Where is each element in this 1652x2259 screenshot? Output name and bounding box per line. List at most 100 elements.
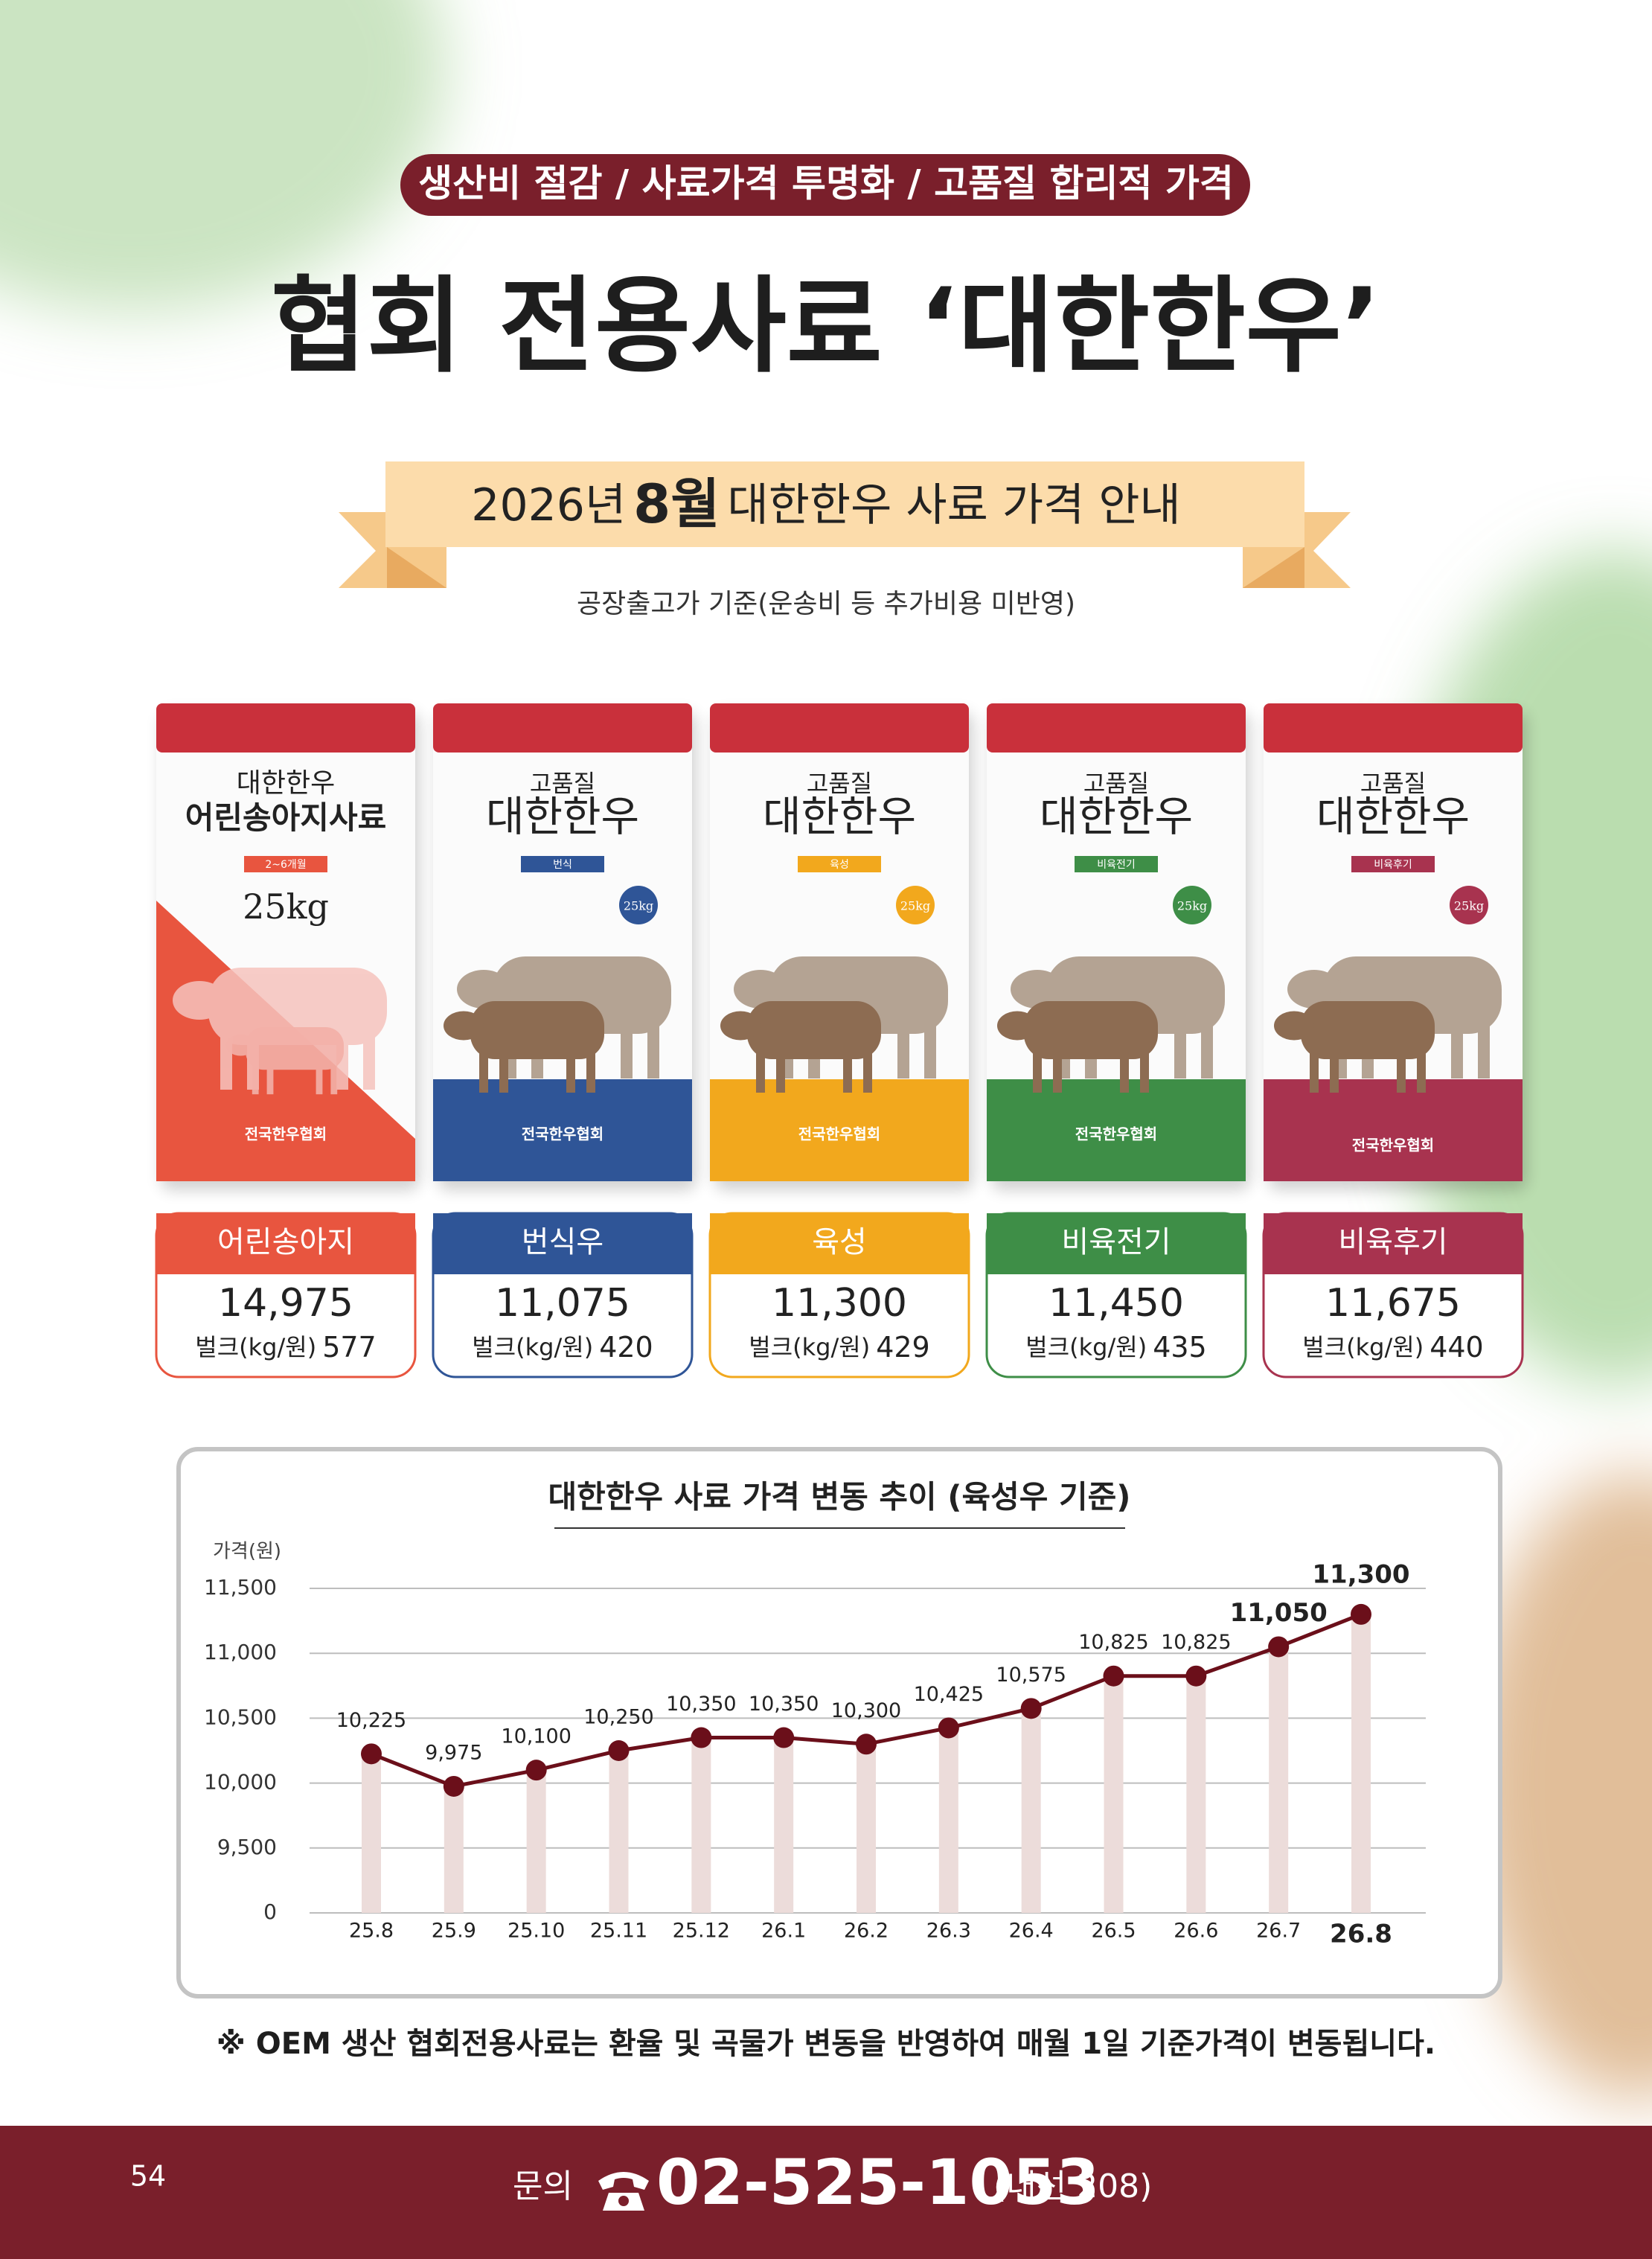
cow [720, 1001, 881, 1093]
bulk-price: 벌크(kg/원) 420 [472, 1331, 653, 1364]
value-label: 10,300 [831, 1699, 901, 1722]
cow-leg [1053, 1046, 1062, 1093]
bag-brand: 고품질 [1083, 770, 1149, 798]
bag-stage-pill [1075, 856, 1158, 872]
y-tick-label: 0 [263, 1899, 277, 1924]
bag-weight-badge [1450, 886, 1488, 924]
bag-brand: 대한한우 [237, 768, 335, 799]
bulk-label: 벌크(kg/원) [1302, 1333, 1424, 1361]
product-price: 14,975 [218, 1281, 353, 1326]
data-point [1020, 1698, 1042, 1719]
cow-head [1274, 1011, 1314, 1041]
bag-top [987, 703, 1246, 753]
bag-bottom [433, 1079, 692, 1181]
banner-text: 2026년 8월 대한한우 사료 가격 안내 [471, 473, 1180, 535]
bag-top [710, 703, 969, 753]
banner-year: 2026년 [471, 479, 626, 531]
bag-stage: 육성 [830, 859, 849, 871]
value-column [1186, 1675, 1206, 1913]
bag-weight: 25kg [624, 899, 653, 913]
cow-head [444, 1011, 484, 1041]
bag-top [433, 703, 692, 753]
footer-band [0, 2126, 1652, 2259]
cow-leg [1330, 1046, 1339, 1093]
bag-stage-pill [798, 856, 881, 872]
chart-box [176, 1447, 1502, 1998]
data-point [1185, 1665, 1207, 1687]
bag-stage: 비육전기 [1097, 859, 1136, 871]
data-point [608, 1740, 630, 1761]
bag-brand: 고품질 [530, 770, 595, 798]
data-point [525, 1760, 547, 1781]
value-column [1269, 1646, 1289, 1913]
bag-weight-badge [1173, 886, 1211, 924]
chart-title: 대한한우 사료 가격 변동 추이 (육성우 기준) [548, 1479, 1130, 1515]
bag-stage-pill [1351, 856, 1435, 872]
data-point [361, 1743, 382, 1765]
cow-head [720, 1011, 761, 1041]
cow-head [1011, 970, 1064, 1009]
y-tick-label: 10,000 [204, 1770, 277, 1795]
cow-head [173, 981, 226, 1020]
value-column [609, 1751, 629, 1913]
product-name: 어린송아지 [217, 1225, 354, 1259]
bag-weight: 25kg [1454, 899, 1484, 913]
cow-head [225, 1034, 256, 1056]
cow-leg [1201, 1016, 1213, 1079]
products: 대한한우어린송아지사료2~6개월25kg전국한우협회어린송아지14,975벌크(… [155, 703, 1527, 1378]
bag-maker: 전국한우협회 [1352, 1137, 1434, 1154]
bulk-label: 벌크(kg/원) [1025, 1333, 1147, 1361]
footnote: ※ OEM 생산 협회전용사료는 환율 및 곡물가 변동을 반영하여 매월 1일… [217, 2027, 1435, 2061]
price-card-header [987, 1213, 1246, 1274]
cow-leg [499, 1046, 508, 1093]
bulk-price: 벌크(kg/원) 440 [1302, 1331, 1483, 1364]
value-label: 10,425 [914, 1683, 984, 1706]
phone-extension: (내선 208) [993, 2167, 1152, 2205]
data-point [1268, 1636, 1290, 1658]
value-label: 10,225 [336, 1709, 406, 1732]
cow-leg [863, 1046, 872, 1093]
bulk-value: 577 [322, 1331, 377, 1364]
bulk-label: 벌크(kg/원) [749, 1333, 870, 1361]
product-name: 비육전기 [1061, 1225, 1171, 1259]
data-point [1103, 1665, 1124, 1687]
cow-leg [1140, 1046, 1149, 1093]
cow-leg [776, 1046, 785, 1093]
bag-bottom [710, 1079, 969, 1181]
cow-body [470, 1001, 604, 1059]
data-point [691, 1727, 712, 1748]
cow-leg [363, 1027, 375, 1090]
x-tick-label: 25.9 [432, 1920, 476, 1943]
bag-name: 어린송아지사료 [185, 799, 386, 836]
bag-weight-badge [896, 886, 935, 924]
x-tick-label: 26.4 [1009, 1920, 1054, 1943]
bulk-label: 벌크(kg/원) [472, 1333, 593, 1361]
value-column [1104, 1675, 1124, 1913]
phone-number: 02-525-1053 [656, 2146, 1100, 2219]
bag-weight: 25kg [900, 899, 930, 913]
data-point [773, 1727, 795, 1748]
cow-head [734, 970, 787, 1009]
cow-body [747, 1001, 881, 1059]
bulk-value: 440 [1430, 1331, 1484, 1364]
value-column [774, 1737, 794, 1913]
cow-leg [316, 1060, 323, 1095]
price-card-header [433, 1213, 692, 1274]
price-card-header [710, 1213, 969, 1274]
value-label: 11,050 [1230, 1598, 1328, 1628]
x-tick-label: 26.3 [926, 1920, 971, 1943]
bag-stage: 번식 [553, 859, 572, 871]
price-card-header [1264, 1213, 1523, 1274]
cow-leg [897, 1016, 909, 1079]
x-tick-label: 25.11 [590, 1920, 647, 1943]
cow-body [1301, 1001, 1435, 1059]
contact-label: 문의 [513, 2167, 573, 2205]
product-price: 11,675 [1325, 1281, 1461, 1326]
x-tick-label: 26.1 [761, 1920, 806, 1943]
bulk-value: 435 [1153, 1331, 1207, 1364]
page-number: 54 [130, 2160, 166, 2193]
cow [225, 1027, 344, 1095]
bag-weight: 25kg [243, 886, 329, 927]
